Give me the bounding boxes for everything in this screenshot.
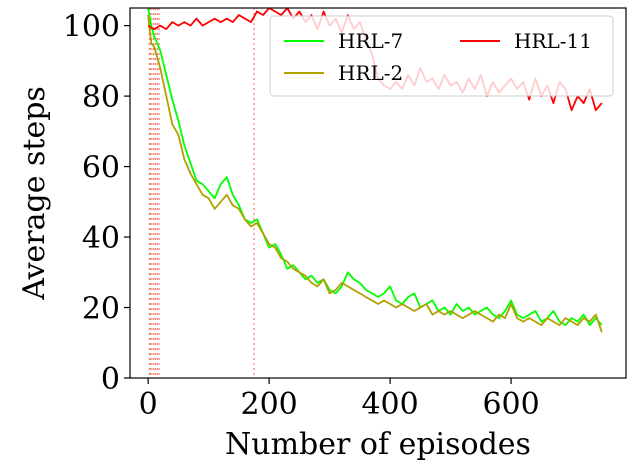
legend-label-hrl-7: HRL-7 [338, 29, 403, 53]
series-line-hrl-7 [147, 8, 603, 327]
axis-ticks: 0 200 400 600 0 20 40 60 80 100 [63, 10, 540, 422]
legend-box [269, 15, 614, 97]
y-axis-label: Average steps [17, 86, 52, 301]
x-tick-label: 0 [139, 387, 158, 422]
vertical-marker-lines [148, 8, 255, 378]
y-tick-label: 20 [82, 292, 120, 327]
plot-area-frame [129, 7, 627, 379]
legend: HRL-7 HRL-2 HRL-11 [269, 15, 614, 97]
series-line-hrl-2 [147, 14, 603, 333]
x-axis-label: Number of episodes [225, 427, 531, 462]
y-tick-label: 0 [101, 362, 120, 397]
x-tick-label: 200 [240, 387, 297, 422]
x-tick-label: 600 [482, 387, 539, 422]
y-tick-label: 80 [82, 80, 120, 115]
legend-label-hrl-11: HRL-11 [514, 29, 592, 53]
y-tick-label: 60 [82, 151, 120, 186]
x-tick-label: 400 [361, 387, 418, 422]
y-tick-label: 40 [82, 221, 120, 256]
y-tick-label: 100 [63, 10, 120, 45]
legend-label-hrl-2: HRL-2 [338, 61, 403, 85]
